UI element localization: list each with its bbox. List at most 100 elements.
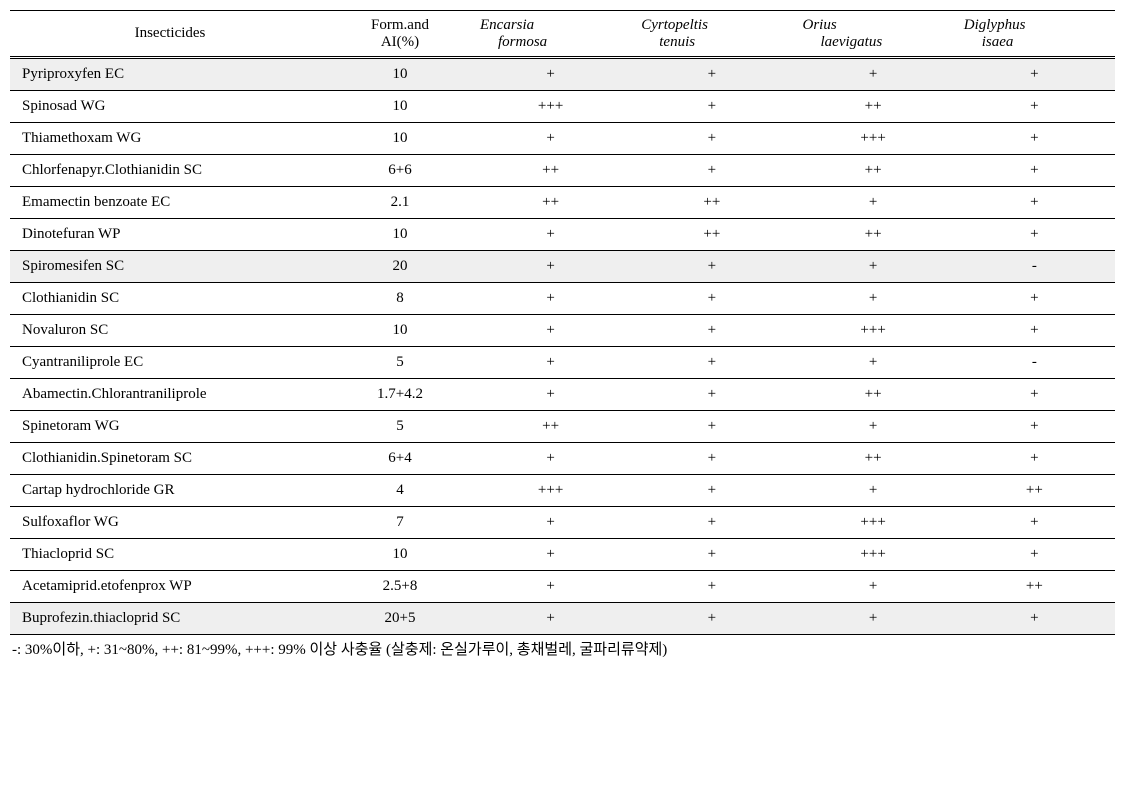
table-row: Spinosad WG10+++++++ [10,91,1115,123]
cell-encarsia: +++ [470,475,631,507]
cell-insecticide: Emamectin benzoate EC [10,187,330,219]
header-insecticides-label: Insecticides [135,25,206,41]
cell-form: 10 [330,219,470,251]
cell-diglyphus: - [954,251,1115,283]
cell-encarsia: + [470,603,631,635]
cell-form: 2.5+8 [330,571,470,603]
cell-cyrtopeltis: + [631,411,792,443]
cell-insecticide: Spinetoram WG [10,411,330,443]
cell-insecticide: Cartap hydrochloride GR [10,475,330,507]
cell-form: 10 [330,315,470,347]
cell-encarsia: ++ [470,411,631,443]
cell-encarsia: ++ [470,187,631,219]
cell-orius: ++ [793,443,954,475]
cell-insecticide: Pyriproxyfen EC [10,58,330,91]
cell-cyrtopeltis: + [631,475,792,507]
table-row: Dinotefuran WP10++++++ [10,219,1115,251]
cell-insecticide: Novaluron SC [10,315,330,347]
table-footnote-cell: -: 30%이하, +: 31~80%, ++: 81~99%, +++: 99… [10,635,1115,662]
cell-diglyphus: + [954,91,1115,123]
cell-diglyphus: + [954,219,1115,251]
cell-encarsia: + [470,571,631,603]
cell-form: 4 [330,475,470,507]
cell-orius: + [793,475,954,507]
cell-encarsia: + [470,219,631,251]
cell-form: 10 [330,123,470,155]
cell-encarsia: + [470,443,631,475]
cell-cyrtopeltis: + [631,315,792,347]
cell-form: 20 [330,251,470,283]
cell-form: 5 [330,411,470,443]
cell-form: 10 [330,539,470,571]
cell-insecticide: Thiamethoxam WG [10,123,330,155]
cell-orius: + [793,251,954,283]
table-row: Spiromesifen SC20+++- [10,251,1115,283]
cell-encarsia: + [470,347,631,379]
cell-encarsia: + [470,539,631,571]
cell-diglyphus: ++ [954,475,1115,507]
header-form: Form.and AI(%) [330,11,470,58]
cell-orius: + [793,571,954,603]
table-row: Buprofezin.thiacloprid SC20+5++++ [10,603,1115,635]
table-row: Thiacloprid SC10++++++ [10,539,1115,571]
cell-insecticide: Thiacloprid SC [10,539,330,571]
table-row: Emamectin benzoate EC2.1++++++ [10,187,1115,219]
cell-form: 5 [330,347,470,379]
cell-encarsia: + [470,507,631,539]
header-form-line1: Form.and [334,17,466,34]
header-species-2: Cyrtopeltis tenuis [631,11,792,58]
cell-insecticide: Chlorfenapyr.Clothianidin SC [10,155,330,187]
cell-cyrtopeltis: ++ [631,187,792,219]
header-sp3-line2: laevigatus [803,34,950,51]
table-row: Acetamiprid.etofenprox WP2.5+8+++++ [10,571,1115,603]
cell-form: 6+6 [330,155,470,187]
cell-insecticide: Sulfoxaflor WG [10,507,330,539]
header-sp1-line2: formosa [480,34,627,51]
cell-form: 8 [330,283,470,315]
cell-orius: + [793,187,954,219]
header-sp3-line1: Orius [803,17,950,34]
table-row: Pyriproxyfen EC10++++ [10,58,1115,91]
table-row: Cartap hydrochloride GR4+++++++ [10,475,1115,507]
cell-insecticide: Spiromesifen SC [10,251,330,283]
cell-orius: +++ [793,539,954,571]
cell-diglyphus: + [954,187,1115,219]
cell-orius: + [793,603,954,635]
cell-insecticide: Clothianidin SC [10,283,330,315]
cell-form: 2.1 [330,187,470,219]
cell-diglyphus: + [954,58,1115,91]
cell-cyrtopeltis: + [631,58,792,91]
header-sp4-line1: Diglyphus [964,17,1111,34]
cell-form: 6+4 [330,443,470,475]
cell-diglyphus: + [954,379,1115,411]
cell-encarsia: ++ [470,155,631,187]
table-row: Abamectin.Chlorantraniliprole1.7+4.2++++… [10,379,1115,411]
table-row: Spinetoram WG5+++++ [10,411,1115,443]
table-row: Clothianidin SC8++++ [10,283,1115,315]
cell-encarsia: +++ [470,91,631,123]
header-species-4: Diglyphus isaea [954,11,1115,58]
cell-orius: ++ [793,91,954,123]
cell-cyrtopeltis: ++ [631,219,792,251]
cell-orius: + [793,411,954,443]
cell-orius: + [793,347,954,379]
insecticides-table: Insecticides Form.and AI(%) Encarsia for… [10,10,1115,662]
cell-cyrtopeltis: + [631,251,792,283]
cell-cyrtopeltis: + [631,539,792,571]
header-sp4-line2: isaea [964,34,1111,51]
table-row: Sulfoxaflor WG7++++++ [10,507,1115,539]
cell-diglyphus: + [954,603,1115,635]
cell-form: 20+5 [330,603,470,635]
cell-insecticide: Spinosad WG [10,91,330,123]
cell-diglyphus: + [954,539,1115,571]
cell-cyrtopeltis: + [631,507,792,539]
cell-form: 10 [330,58,470,91]
header-row: Insecticides Form.and AI(%) Encarsia for… [10,11,1115,58]
header-sp2-line1: Cyrtopeltis [641,17,788,34]
cell-insecticide: Clothianidin.Spinetoram SC [10,443,330,475]
table-row: Novaluron SC10++++++ [10,315,1115,347]
cell-diglyphus: ++ [954,571,1115,603]
cell-insecticide: Buprofezin.thiacloprid SC [10,603,330,635]
cell-encarsia: + [470,123,631,155]
header-species-1: Encarsia formosa [470,11,631,58]
